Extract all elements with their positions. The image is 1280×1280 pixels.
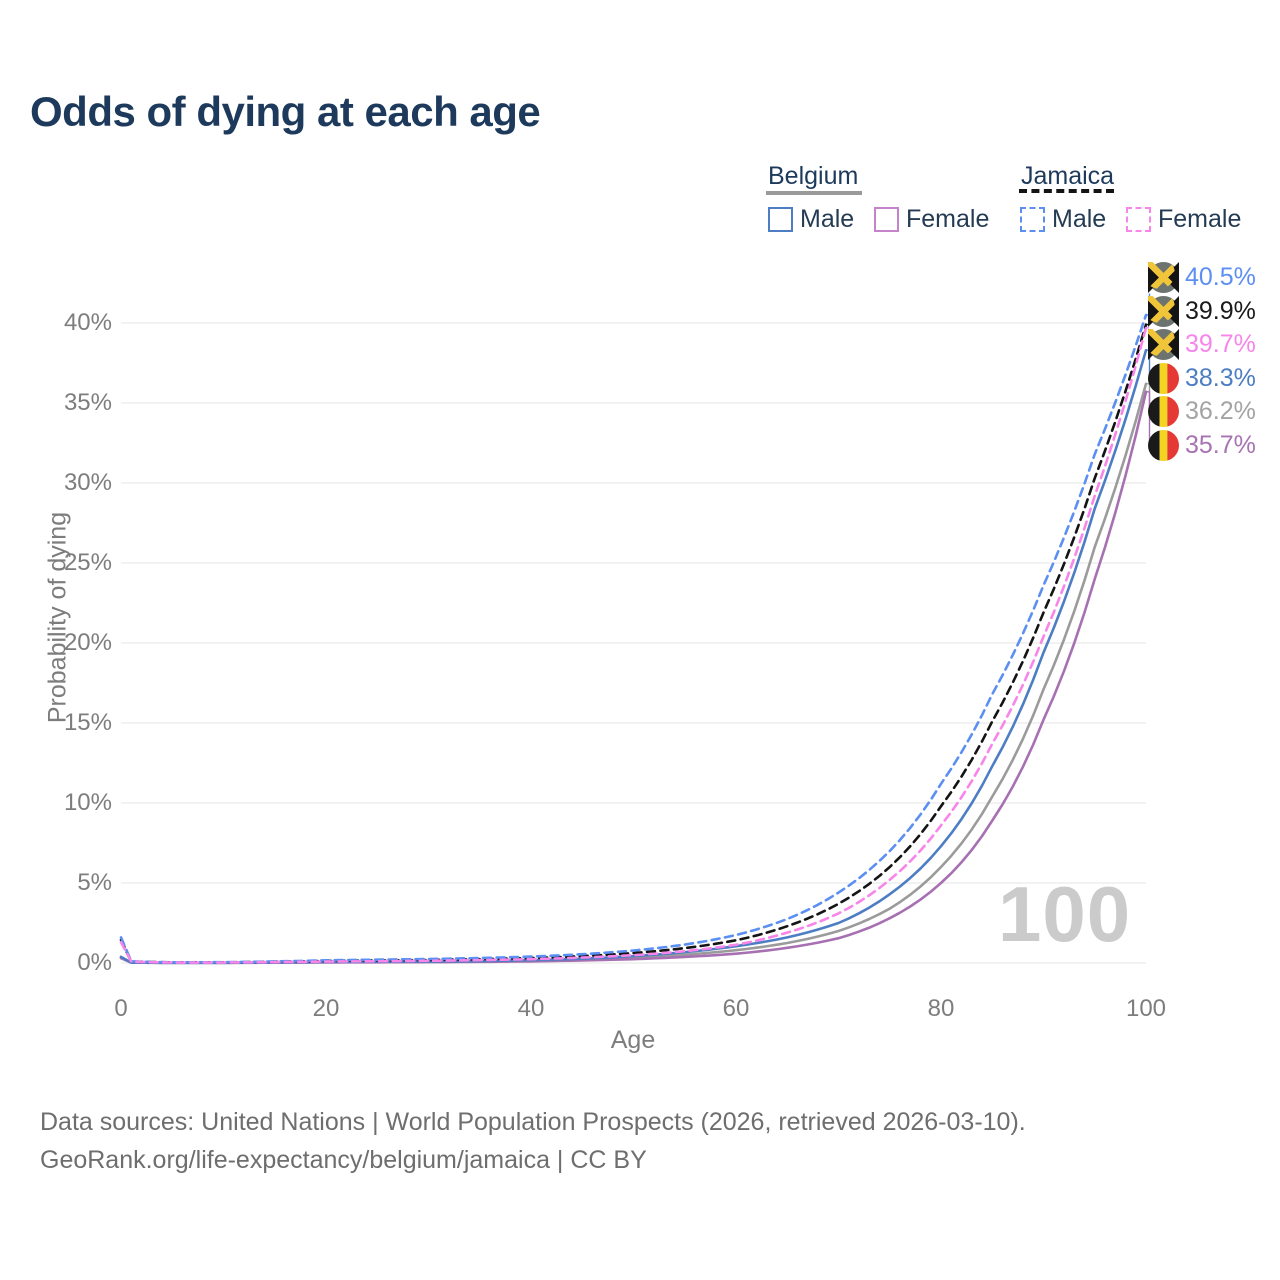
end-label-value: 40.5% (1185, 263, 1256, 291)
y-tick-label: 15% (63, 709, 112, 736)
end-label-value: 39.9% (1185, 296, 1256, 325)
y-tick-label: 40% (63, 309, 112, 336)
belgium-flag-icon (1148, 396, 1179, 427)
legend-group-belgium: Belgium (768, 162, 859, 190)
legend-label-jamaica-male[interactable]: Male (1052, 205, 1107, 233)
y-tick-label: 30% (63, 469, 112, 496)
belgium-flag-icon (1148, 363, 1179, 394)
x-tick-label: 100 (1125, 995, 1167, 1022)
x-axis-title: Age (610, 1026, 656, 1054)
watermark-age-100: 100 (998, 870, 1132, 958)
x-tick-label: 40 (517, 995, 545, 1022)
y-tick-label: 35% (63, 389, 112, 416)
jamaica-flag-icon (1148, 262, 1179, 293)
end-label-belgium-5: 35.7% (1148, 430, 1256, 461)
y-tick-label: 0% (77, 949, 112, 976)
y-tick-label: 20% (63, 629, 112, 656)
legend-swatch-belgium-male[interactable] (768, 207, 793, 232)
legend-label-jamaica-female[interactable]: Female (1158, 205, 1242, 233)
end-label-jamaica-2: 39.7% (1148, 329, 1256, 360)
jamaica-flag-icon (1148, 295, 1179, 327)
y-tick-label: 25% (63, 549, 112, 576)
legend-label-belgium-male[interactable]: Male (800, 205, 855, 233)
y-tick-label: 5% (77, 869, 112, 896)
legend-label-belgium-female[interactable]: Female (906, 205, 990, 233)
legend-swatch-belgium-female[interactable] (874, 207, 899, 232)
end-label-jamaica-0: 40.5% (1148, 262, 1256, 293)
legend-swatch-jamaica-female[interactable] (1126, 207, 1151, 232)
y-tick-label: 10% (63, 789, 112, 816)
footer-attribution: GeoRank.org/life-expectancy/belgium/jama… (40, 1146, 647, 1174)
legend-swatch-jamaica-male[interactable] (1020, 207, 1045, 232)
end-label-value: 36.2% (1185, 397, 1256, 425)
belgium-line-sample (766, 191, 862, 195)
end-label-value: 35.7% (1185, 430, 1256, 459)
end-label-value: 39.7% (1185, 330, 1256, 358)
x-tick-label: 60 (722, 995, 750, 1022)
belgium-flag-icon (1148, 430, 1179, 461)
page-title: Odds of dying at each age (30, 88, 541, 135)
end-label-jamaica-1: 39.9% (1148, 295, 1256, 327)
end-label-belgium-4: 36.2% (1148, 396, 1256, 427)
jamaica-line-sample (1019, 189, 1114, 193)
x-tick-label: 20 (312, 995, 340, 1022)
end-label-belgium-3: 38.3% (1148, 363, 1256, 394)
footer-data-sources: Data sources: United Nations | World Pop… (40, 1108, 1026, 1136)
x-tick-label: 80 (927, 995, 955, 1022)
legend-group-jamaica: Jamaica (1021, 162, 1115, 190)
jamaica-flag-icon (1148, 329, 1179, 360)
x-tick-label: 0 (114, 995, 128, 1022)
end-label-value: 38.3% (1185, 363, 1256, 392)
